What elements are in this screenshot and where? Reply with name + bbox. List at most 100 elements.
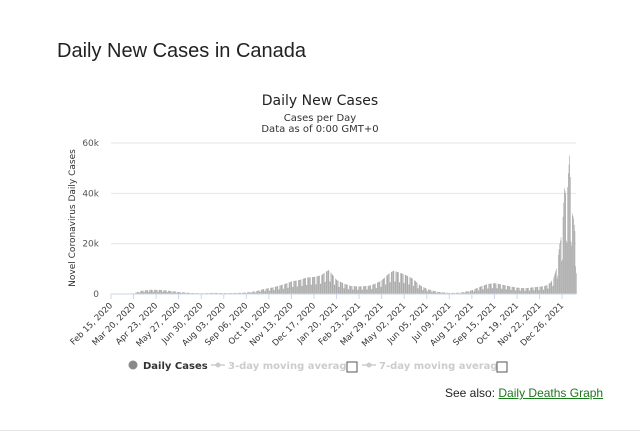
bar <box>433 291 434 294</box>
bar <box>470 291 471 294</box>
bar <box>267 288 268 294</box>
bar <box>488 288 489 294</box>
bar <box>361 286 362 294</box>
bar <box>154 290 155 294</box>
bar <box>287 283 288 294</box>
bar <box>364 286 365 294</box>
bar <box>277 286 278 294</box>
bar <box>145 290 146 294</box>
bar <box>364 286 365 294</box>
bar <box>313 277 314 294</box>
daily-deaths-graph-link[interactable]: Daily Deaths Graph <box>498 386 603 400</box>
bar <box>350 286 351 294</box>
bar <box>563 203 564 294</box>
bar <box>143 291 144 294</box>
bar <box>340 282 341 294</box>
bar <box>492 288 493 294</box>
bar <box>503 285 504 294</box>
bar <box>497 288 498 294</box>
bar <box>299 280 300 294</box>
see-also: See also: Daily Deaths Graph <box>445 386 603 400</box>
bar <box>355 286 356 294</box>
bar <box>165 290 166 294</box>
bar <box>356 286 357 294</box>
bar <box>537 287 538 294</box>
bar <box>360 286 361 294</box>
bar <box>376 288 377 294</box>
bar <box>557 276 558 294</box>
bar <box>304 278 305 294</box>
bar <box>150 290 151 294</box>
legend-item-daily-cases[interactable]: Daily Cases <box>129 361 208 373</box>
bar <box>315 284 316 294</box>
bar <box>504 285 505 294</box>
bar <box>384 278 385 294</box>
bar-series-daily-cases <box>112 156 576 294</box>
legend-checkbox-3-day[interactable] <box>347 362 357 372</box>
bar <box>147 290 148 294</box>
bar <box>566 241 567 294</box>
bar <box>522 288 523 294</box>
bar <box>341 282 342 294</box>
bar <box>388 275 389 295</box>
bar <box>414 280 415 294</box>
bar <box>492 288 493 294</box>
bar <box>274 290 275 294</box>
bar <box>329 270 330 294</box>
bar <box>483 289 484 294</box>
bar <box>571 246 572 294</box>
bar <box>506 289 507 294</box>
legend-checkbox-7-day[interactable] <box>497 362 507 372</box>
bar <box>300 280 301 294</box>
bar <box>293 287 294 294</box>
legend-item-7-day-average[interactable]: 7-day moving average <box>362 361 505 372</box>
bar <box>547 289 548 294</box>
bar <box>316 284 317 294</box>
legend-item-3-day-average[interactable]: 3-day moving average <box>211 361 354 372</box>
bar <box>421 286 422 294</box>
bar <box>560 241 561 294</box>
bar <box>552 286 553 294</box>
bar <box>352 290 353 294</box>
bar <box>495 283 496 294</box>
bar <box>390 282 391 294</box>
bar <box>321 275 322 294</box>
y-axis-label: Novel Coronavirus Daily Cases <box>68 149 78 287</box>
bar <box>313 277 314 294</box>
bar <box>262 290 263 294</box>
bar <box>380 287 381 294</box>
bar <box>351 286 352 294</box>
bar <box>166 290 167 294</box>
bar <box>559 249 560 294</box>
bar <box>339 287 340 294</box>
bar <box>563 217 564 294</box>
bar <box>394 281 395 294</box>
bar <box>506 289 507 294</box>
bar <box>279 289 280 294</box>
bar <box>323 273 324 294</box>
bar <box>330 282 331 294</box>
bar <box>307 285 308 294</box>
bar <box>370 285 371 294</box>
bar <box>519 288 520 294</box>
bar <box>342 283 343 294</box>
bar <box>278 290 279 294</box>
bar <box>572 213 573 294</box>
bar <box>406 275 407 294</box>
bar <box>471 291 472 295</box>
y-tick-label: 0 <box>93 290 99 300</box>
bar <box>346 284 347 294</box>
bar <box>571 241 572 294</box>
bar <box>384 278 385 294</box>
bar <box>341 282 342 294</box>
bar <box>391 272 392 294</box>
bar <box>299 280 300 294</box>
bar <box>311 285 312 294</box>
bar <box>392 271 393 294</box>
bar <box>397 272 398 294</box>
bar <box>312 277 313 294</box>
bar <box>540 287 541 294</box>
bar <box>348 289 349 294</box>
bar <box>262 289 263 294</box>
